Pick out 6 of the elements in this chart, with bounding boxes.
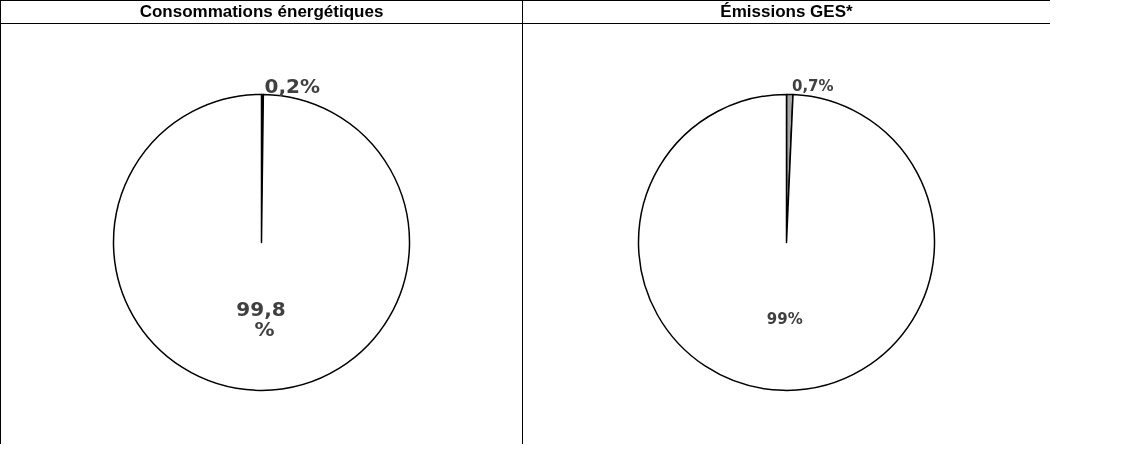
data-label: 99% [766,310,803,329]
data-label: 0,2% [264,74,320,99]
data-label: 99,8 % [236,297,286,342]
data-label: 0,7% [791,77,834,96]
chart-title: Consommations énergétiques [1,1,522,24]
chart-title: Émissions GES* [523,1,1050,24]
